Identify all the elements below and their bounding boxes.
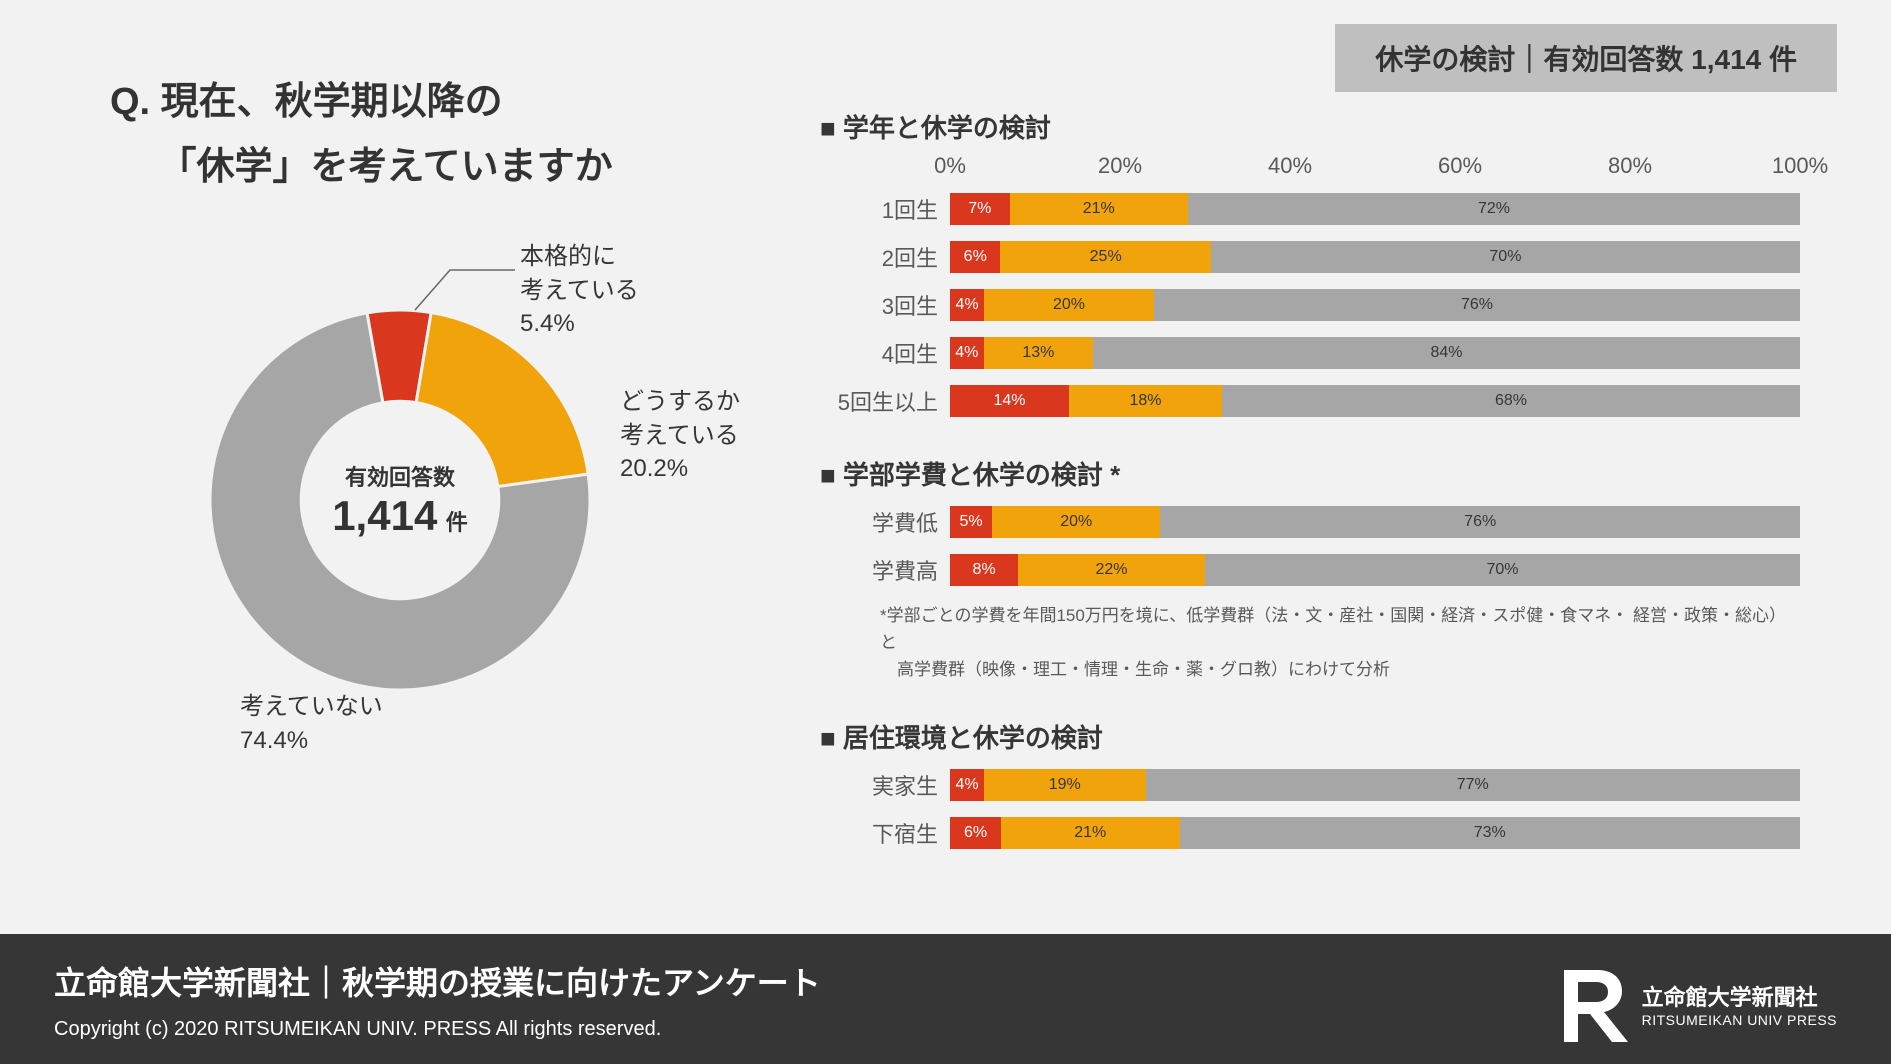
bar-row-label: 下宿生 xyxy=(820,817,950,849)
donut-center-unit: 件 xyxy=(446,510,468,535)
bar-segment: 13% xyxy=(984,337,1093,369)
bar-row-label: 実家生 xyxy=(820,769,950,801)
bar-segment: 25% xyxy=(1000,241,1210,273)
bar-segment: 73% xyxy=(1180,817,1801,849)
bar-row-label: 学費高 xyxy=(820,554,950,586)
axis-tick: 40% xyxy=(1268,153,1312,179)
bar-segment: 6% xyxy=(950,241,1000,273)
bar-row: 3回生4%20%76% xyxy=(820,283,1840,327)
bar-track: 6%21%73% xyxy=(950,817,1800,849)
bar-row: 下宿生6%21%73% xyxy=(820,811,1840,855)
bar-row: 4回生4%13%84% xyxy=(820,331,1840,375)
bar-track: 4%19%77% xyxy=(950,769,1800,801)
bar-segment: 21% xyxy=(1001,817,1180,849)
footer-left: 立命館大学新聞社｜秋学期の授業に向けたアンケート Copyright (c) 2… xyxy=(54,958,821,1041)
donut-center-label: 有効回答数 xyxy=(310,460,490,492)
header-badge: 休学の検討｜有効回答数 1,414 件 xyxy=(1335,24,1837,92)
bar-track: 8%22%70% xyxy=(950,554,1800,586)
bar-charts-area: ■ 学年と休学の検討0%20%40%60%80%100%1回生7%21%72%2… xyxy=(820,108,1840,887)
bar-segment: 76% xyxy=(1154,289,1800,321)
footer-title: 立命館大学新聞社｜秋学期の授業に向けたアンケート xyxy=(54,958,821,1004)
bar-row: 学費低5%20%76% xyxy=(820,500,1840,544)
bar-row: 2回生6%25%70% xyxy=(820,235,1840,279)
bar-row-label: 学費低 xyxy=(820,506,950,538)
bar-row: 実家生4%19%77% xyxy=(820,763,1840,807)
footer-logo-text: 立命館大学新聞社 RITSUMEIKAN UNIV PRESS xyxy=(1642,980,1837,1028)
footer-logo-jp: 立命館大学新聞社 xyxy=(1642,980,1837,1012)
axis-tick: 60% xyxy=(1438,153,1482,179)
bar-segment: 4% xyxy=(950,769,984,801)
donut-label-not: 考えていない 74.4% xyxy=(240,690,383,757)
bar-track: 7%21%72% xyxy=(950,193,1800,225)
bar-segment: 84% xyxy=(1093,337,1800,369)
bar-segment: 20% xyxy=(984,289,1154,321)
bar-segment: 19% xyxy=(984,769,1146,801)
section-title: ■ 学部学費と休学の検討 * xyxy=(820,455,1840,492)
footer-right: 立命館大学新聞社 RITSUMEIKAN UNIV PRESS xyxy=(1556,964,1837,1044)
axis-tick: 20% xyxy=(1098,153,1142,179)
bar-segment: 77% xyxy=(1146,769,1801,801)
bar-segment: 21% xyxy=(1010,193,1189,225)
bar-track: 14%18%68% xyxy=(950,385,1800,417)
bar-row-label: 4回生 xyxy=(820,337,950,369)
bar-row: 1回生7%21%72% xyxy=(820,187,1840,231)
bar-segment: 76% xyxy=(1160,506,1800,538)
bar-track: 6%25%70% xyxy=(950,241,1800,273)
section-title: ■ 居住環境と休学の検討 xyxy=(820,718,1840,755)
bar-segment: 20% xyxy=(992,506,1160,538)
bar-row: 5回生以上14%18%68% xyxy=(820,379,1840,423)
donut-label-thinking: どうするか 考えている 20.2% xyxy=(620,385,740,486)
bar-segment: 4% xyxy=(950,289,984,321)
axis-tick: 100% xyxy=(1772,153,1828,179)
section-footnote: *学部ごとの学費を年間150万円を境に、低学費群（法・文・産社・国関・経済・スポ… xyxy=(880,602,1800,684)
bar-segment: 5% xyxy=(950,506,992,538)
bar-segment: 6% xyxy=(950,817,1001,849)
bar-track: 5%20%76% xyxy=(950,506,1800,538)
axis-tick: 80% xyxy=(1608,153,1652,179)
bar-segment: 8% xyxy=(950,554,1018,586)
footer: 立命館大学新聞社｜秋学期の授業に向けたアンケート Copyright (c) 2… xyxy=(0,934,1891,1064)
axis-tick: 0% xyxy=(934,153,966,179)
footer-copyright: Copyright (c) 2020 RITSUMEIKAN UNIV. PRE… xyxy=(54,1018,821,1041)
question-line-2: 「休学」を考えていますか xyxy=(110,135,613,200)
donut-center: 有効回答数 1,414 件 xyxy=(310,460,490,540)
bar-segment: 70% xyxy=(1211,241,1800,273)
question-line-1: Q. 現在、秋学期以降の xyxy=(110,70,613,135)
donut-center-number: 1,414 xyxy=(332,492,437,539)
bar-row-label: 3回生 xyxy=(820,289,950,321)
bar-row: 学費高8%22%70% xyxy=(820,548,1840,592)
footer-logo-en: RITSUMEIKAN UNIV PRESS xyxy=(1642,1012,1837,1028)
bar-track: 4%20%76% xyxy=(950,289,1800,321)
bar-axis: 0%20%40%60%80%100% xyxy=(950,153,1800,187)
bar-segment: 72% xyxy=(1188,193,1800,225)
bar-segment: 7% xyxy=(950,193,1010,225)
bar-row-label: 2回生 xyxy=(820,241,950,273)
bar-segment: 18% xyxy=(1069,385,1222,417)
bar-track: 4%13%84% xyxy=(950,337,1800,369)
bar-segment: 70% xyxy=(1205,554,1800,586)
section-title: ■ 学年と休学の検討 xyxy=(820,108,1840,145)
logo-icon xyxy=(1556,964,1628,1044)
bar-segment: 4% xyxy=(950,337,984,369)
donut-chart: 有効回答数 1,414 件 本格的に 考えている 5.4% どうするか 考えてい… xyxy=(130,250,780,810)
bar-row-label: 1回生 xyxy=(820,193,950,225)
question-text: Q. 現在、秋学期以降の 「休学」を考えていますか xyxy=(110,70,613,199)
bar-row-label: 5回生以上 xyxy=(820,385,950,417)
bar-segment: 22% xyxy=(1018,554,1205,586)
bar-segment: 68% xyxy=(1222,385,1800,417)
donut-label-serious: 本格的に 考えている 5.4% xyxy=(520,240,639,341)
bar-segment: 14% xyxy=(950,385,1069,417)
